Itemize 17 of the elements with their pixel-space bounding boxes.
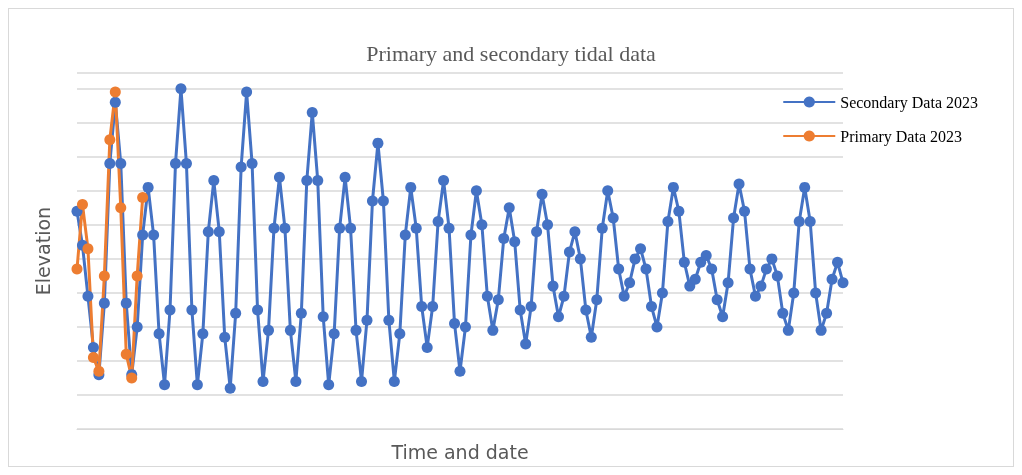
point [82,243,94,255]
point [120,348,132,360]
chart-title: Primary and secondary tidal data [366,40,657,66]
point [104,134,116,146]
point [131,270,143,282]
point [137,192,149,204]
point [71,263,83,275]
point [93,365,105,377]
point [109,86,121,98]
legend-label: Primary Data 2023 [840,127,963,146]
legend-label: Secondary Data 2023 [840,93,978,112]
point [98,270,110,282]
point [87,352,99,364]
x-axis-title: Time and date [390,440,529,463]
y-axis-title: Elevation [31,206,54,296]
point [76,198,88,210]
point [115,202,127,214]
